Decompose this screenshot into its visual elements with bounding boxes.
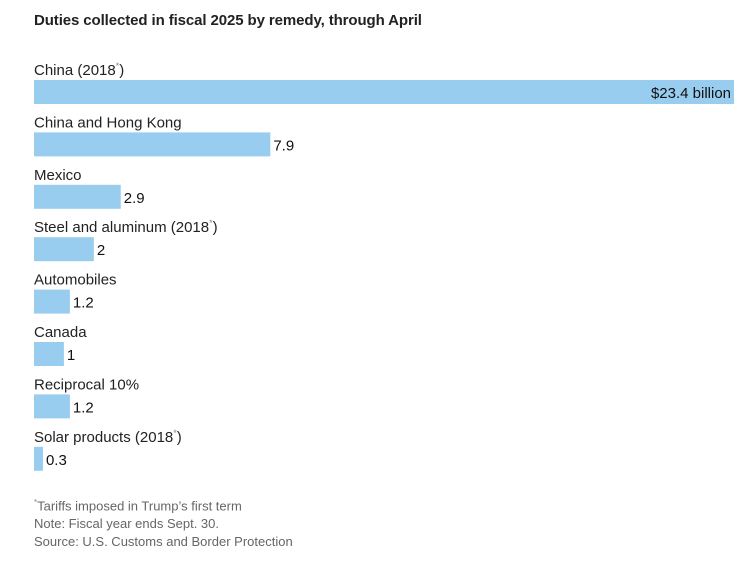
fiscal-note: Note: Fiscal year ends Sept. 30.: [34, 516, 219, 532]
category-label: Mexico: [34, 167, 82, 184]
category-label: China (2018*): [34, 61, 124, 79]
bar: [34, 446, 43, 471]
bar: [34, 237, 94, 262]
value-label: 1.2: [73, 399, 94, 416]
bar-chart: China (2018*) $23.4 billion China and Hong…: [34, 61, 734, 471]
bar: [34, 289, 70, 314]
value-label: 7.9: [273, 137, 294, 154]
value-label: 2: [97, 242, 105, 259]
chart-title: Duties collected in fiscal 2025 by remed…: [34, 12, 422, 29]
bar: [34, 132, 271, 157]
value-label: $23.4 billion: [651, 85, 731, 102]
footnote-text: Tariffs imposed in Trump’s first term: [37, 498, 242, 514]
category-label: Automobiles: [34, 272, 117, 289]
category-label: Canada: [34, 324, 87, 341]
footnote: *Tariffs imposed in Trump’s first term: [34, 494, 293, 515]
value-label: 1: [67, 347, 75, 364]
bar: [34, 394, 70, 419]
value-label: 1.2: [73, 295, 94, 312]
category-label: China and Hong Kong: [34, 114, 182, 131]
category-label: Reciprocal 10%: [34, 376, 139, 393]
value-label: 2.9: [124, 190, 145, 207]
bar: [34, 342, 64, 366]
bar: [34, 80, 734, 104]
bar: [34, 184, 121, 209]
source-note: Source: U.S. Customs and Border Protecti…: [34, 534, 293, 550]
chart-notes: *Tariffs imposed in Trump’s first term N…: [34, 494, 293, 551]
value-label: 0.3: [46, 452, 67, 469]
category-label: Steel and aluminum (2018*): [34, 218, 218, 236]
footnote-marker: *: [34, 498, 38, 507]
category-label: Solar products (2018*): [34, 428, 182, 446]
